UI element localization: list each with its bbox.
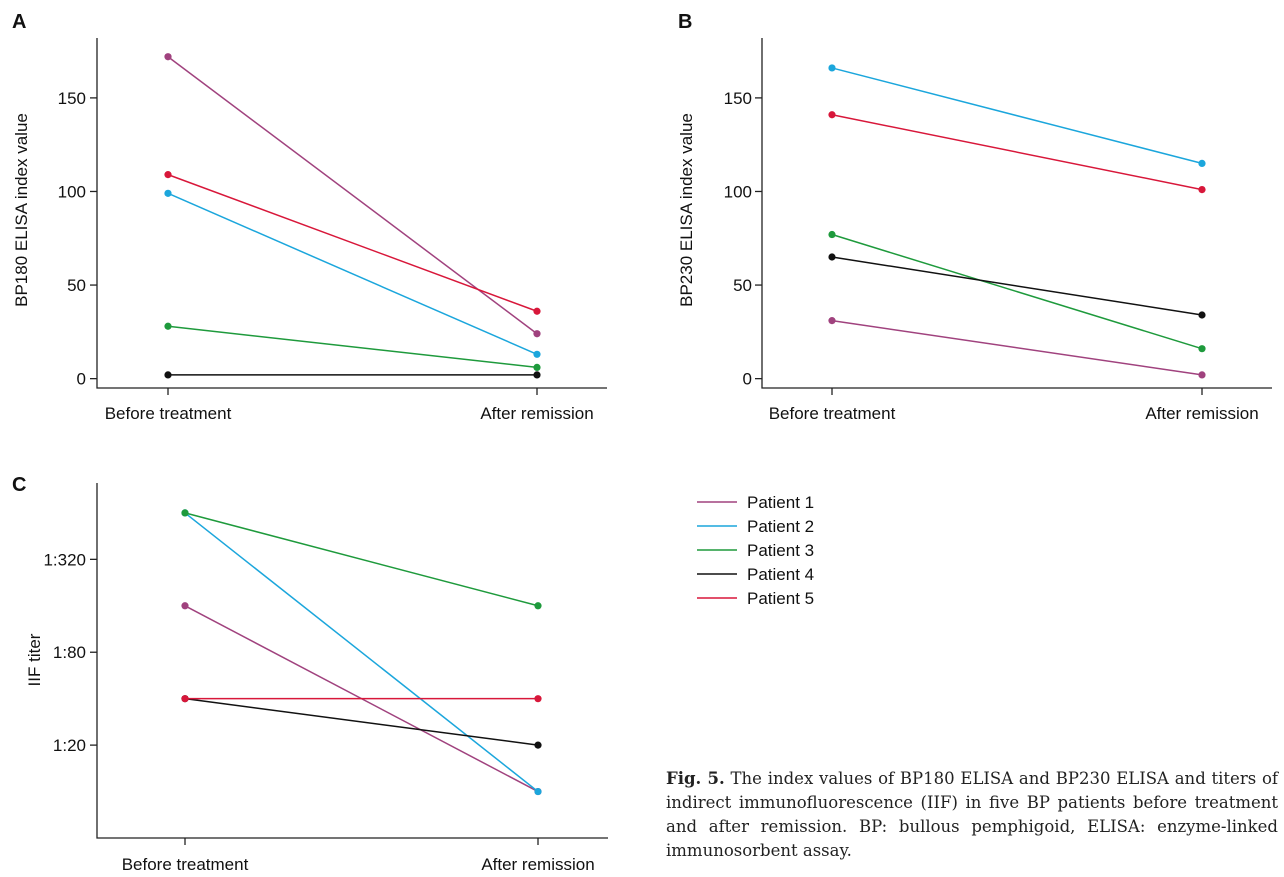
panel-b-point-patient-3-0 xyxy=(828,230,836,239)
legend-label-patient-5: Patient 5 xyxy=(747,589,814,608)
panel-a-y-tick-label: 50 xyxy=(67,276,86,295)
panel-a-line-patient-1 xyxy=(167,56,538,335)
panel-c-point-patient-1-0 xyxy=(181,602,189,610)
panel-b-y-tick-label: 0 xyxy=(743,370,752,389)
panel-b-point-patient-1-1 xyxy=(1198,371,1206,379)
panel-b-x-tick-label: Before treatment xyxy=(769,404,896,423)
panel-a-y-tick-label: 100 xyxy=(58,182,86,201)
panel-c-line-patient-2 xyxy=(184,512,539,793)
panel-c-x-tick-label: Before treatment xyxy=(122,855,249,874)
panel-c-line-patient-4 xyxy=(184,697,539,746)
panel-c-y-axis-title: IIF titer xyxy=(25,633,44,686)
panel-b-letter: B xyxy=(678,11,692,33)
panel-a-point-patient-4-1 xyxy=(533,371,541,379)
panel-c-line-patient-3 xyxy=(184,512,539,607)
panel-b-point-patient-3-1 xyxy=(1198,345,1206,353)
legend-label-patient-2: Patient 2 xyxy=(747,517,814,536)
panel-c-x-tick-label: After remission xyxy=(481,855,594,874)
panel-a-point-patient-2-1 xyxy=(533,350,541,358)
panel-c-point-patient-3-0 xyxy=(181,509,189,517)
panel-b-point-patient-5-1 xyxy=(1198,186,1206,194)
panel-a-letter: A xyxy=(12,11,26,33)
panel-a-point-patient-3-1 xyxy=(533,363,541,372)
legend-label-patient-1: Patient 1 xyxy=(747,493,814,512)
panel-c-point-patient-2-1 xyxy=(534,787,542,796)
panel-b-point-patient-5-0 xyxy=(828,111,836,119)
panel-c-letter: C xyxy=(12,474,26,496)
panel-b-point-patient-2-0 xyxy=(828,64,836,72)
legend-label-patient-3: Patient 3 xyxy=(747,541,814,560)
panel-a-line-patient-2 xyxy=(167,192,538,355)
panel-b-line-patient-3 xyxy=(831,233,1203,350)
panel-c-point-patient-4-1 xyxy=(534,741,542,749)
panel-a-point-patient-5-0 xyxy=(164,171,172,179)
panel-a-line-patient-5 xyxy=(167,173,538,312)
panel-b-y-tick-label: 150 xyxy=(724,89,752,108)
panel-a-axes xyxy=(96,38,607,389)
panel-a-y-tick-label: 0 xyxy=(77,370,86,389)
panel-c-y-tick-label: 1:320 xyxy=(43,550,86,569)
panel-b-point-patient-1-0 xyxy=(828,317,836,325)
panel-c-y-tick-label: 1:80 xyxy=(53,643,86,662)
panel-a-point-patient-5-1 xyxy=(533,307,541,315)
panel-b-line-patient-5 xyxy=(831,114,1203,191)
panel-b-point-patient-2-1 xyxy=(1198,159,1206,168)
panel-b-y-axis-title: BP230 ELISA index value xyxy=(677,113,696,307)
panel-a-point-patient-1-0 xyxy=(164,53,172,61)
panel-c-point-patient-5-0 xyxy=(181,695,189,703)
panel-a-point-patient-2-0 xyxy=(164,189,172,197)
panel-a-x-tick-label: After remission xyxy=(480,404,593,423)
panel-c-point-patient-3-1 xyxy=(534,602,542,610)
panel-b-line-patient-4 xyxy=(831,256,1203,316)
panel-b-point-patient-4-1 xyxy=(1198,311,1206,319)
panel-b-y-tick-label: 100 xyxy=(724,182,752,201)
panel-b-line-patient-1 xyxy=(831,319,1203,376)
panel-c-axes xyxy=(96,483,608,839)
panel-a-point-patient-4-0 xyxy=(164,371,172,379)
panel-b-line-patient-2 xyxy=(831,67,1203,165)
panel-a-x-tick-label: Before treatment xyxy=(105,404,232,423)
legend-label-patient-4: Patient 4 xyxy=(747,565,814,584)
panel-b-y-tick-label: 50 xyxy=(733,276,752,295)
panel-c-y-tick-label: 1:20 xyxy=(53,736,86,755)
figure-caption: Fig. 5. The index values of BP180 ELISA … xyxy=(666,767,1278,863)
panel-b-x-tick-label: After remission xyxy=(1145,404,1258,423)
caption-label: Fig. 5. xyxy=(666,769,725,788)
panel-b-axes xyxy=(761,38,1272,389)
panel-c-point-patient-5-1 xyxy=(534,695,542,703)
panel-a-y-axis-title: BP180 ELISA index value xyxy=(12,113,31,307)
panel-a-line-patient-3 xyxy=(167,325,538,369)
panel-a-point-patient-1-1 xyxy=(533,330,541,338)
panel-a-y-tick-label: 150 xyxy=(58,89,86,108)
caption-text: The index values of BP180 ELISA and BP23… xyxy=(666,769,1278,860)
panel-a-point-patient-3-0 xyxy=(164,322,172,330)
panel-b-point-patient-4-0 xyxy=(828,253,836,261)
